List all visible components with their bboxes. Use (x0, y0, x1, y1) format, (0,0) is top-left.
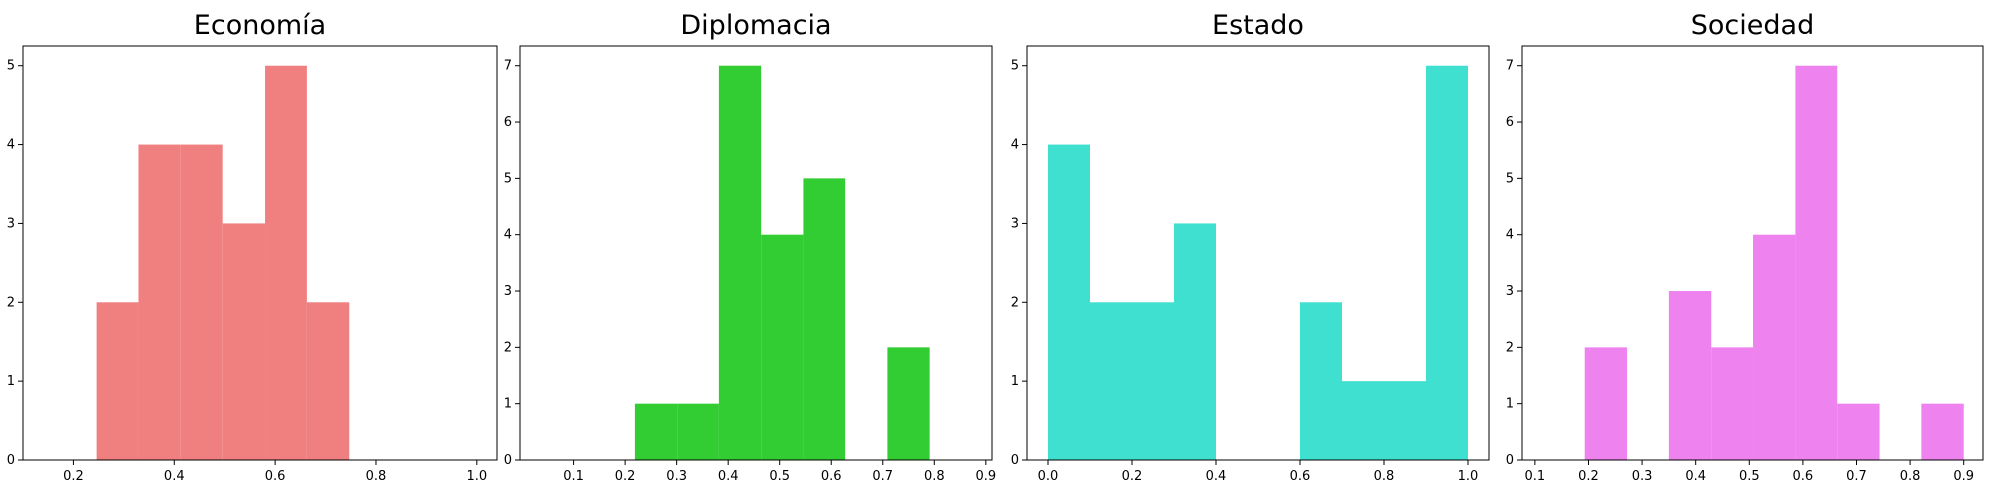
x-tick-label: 0.9 (1953, 469, 1974, 484)
y-tick-label: 4 (1011, 138, 1019, 153)
y-tick-label: 6 (1506, 115, 1514, 130)
bar (1711, 347, 1754, 460)
y-tick-label: 4 (7, 138, 15, 153)
x-tick-label: 0.2 (1122, 469, 1143, 484)
bar (634, 403, 678, 460)
x-tick-label: 0.4 (1685, 469, 1706, 484)
bar (180, 144, 223, 461)
y-tick-label: 4 (504, 228, 512, 243)
x-tick-label: 1.0 (1458, 469, 1479, 484)
x-tick-label: 0.9 (975, 469, 996, 484)
bar (96, 302, 139, 460)
bar (1384, 381, 1426, 460)
x-tick-label: 0.4 (164, 469, 185, 484)
bar (265, 65, 307, 460)
y-tick-label: 5 (1506, 171, 1514, 186)
bar (1795, 65, 1838, 460)
x-tick-label: 0.6 (265, 469, 286, 484)
y-tick-label: 5 (504, 171, 512, 186)
y-tick-label: 1 (7, 374, 15, 389)
x-tick-label: 0.6 (821, 469, 842, 484)
bar (1300, 302, 1342, 460)
y-tick-label: 3 (504, 284, 512, 299)
x-tick-label: 0.3 (1632, 469, 1653, 484)
y-tick-label: 3 (1011, 216, 1019, 231)
x-tick-label: 0.2 (63, 469, 84, 484)
y-tick-label: 7 (504, 59, 512, 74)
x-tick-label: 0.7 (872, 469, 893, 484)
bar (1837, 403, 1880, 460)
x-tick-label: 0.0 (1038, 469, 1059, 484)
panel-title: Estado (1212, 10, 1304, 41)
bar (1668, 291, 1712, 460)
y-tick-label: 2 (7, 295, 15, 310)
bar (718, 65, 762, 460)
x-tick-label: 0.6 (1290, 469, 1311, 484)
bar (222, 223, 266, 460)
y-tick-label: 0 (504, 453, 512, 468)
axes-frame (519, 45, 993, 461)
y-tick-label: 7 (1506, 59, 1514, 74)
bar (1048, 144, 1090, 461)
bar (138, 144, 181, 461)
x-tick-label: 0.1 (563, 469, 584, 484)
y-tick-label: 4 (1506, 228, 1514, 243)
axes-frame (22, 45, 498, 461)
x-tick-label: 0.8 (366, 469, 387, 484)
x-tick-label: 0.6 (1793, 469, 1814, 484)
panel-title: Economía (194, 10, 326, 41)
y-tick-label: 1 (504, 397, 512, 412)
y-tick-label: 0 (1011, 453, 1019, 468)
y-tick-label: 1 (1011, 374, 1019, 389)
x-tick-label: 0.4 (718, 469, 739, 484)
y-tick-label: 5 (1011, 59, 1019, 74)
y-tick-label: 6 (504, 115, 512, 130)
panel-title: Sociedad (1691, 10, 1814, 41)
x-tick-label: 0.5 (1739, 469, 1760, 484)
x-tick-label: 0.8 (1900, 469, 1921, 484)
x-tick-label: 0.8 (924, 469, 945, 484)
y-tick-label: 2 (1011, 295, 1019, 310)
x-tick-label: 0.3 (666, 469, 687, 484)
bar (306, 302, 350, 460)
x-tick-label: 0.5 (769, 469, 790, 484)
bar (887, 347, 930, 460)
x-tick-label: 0.7 (1846, 469, 1867, 484)
y-tick-label: 5 (7, 59, 15, 74)
x-tick-label: 0.1 (1525, 469, 1546, 484)
x-tick-label: 0.8 (1374, 469, 1395, 484)
bar (761, 234, 804, 460)
bar (677, 403, 719, 460)
axes-frame (1521, 45, 1984, 461)
panel-title: Diplomacia (680, 10, 831, 41)
y-tick-label: 3 (1506, 284, 1514, 299)
y-tick-label: 2 (1506, 340, 1514, 355)
bar (803, 178, 846, 460)
bar (1174, 223, 1216, 460)
y-tick-label: 0 (1506, 453, 1514, 468)
x-tick-label: 1.0 (466, 469, 487, 484)
y-tick-label: 2 (504, 340, 512, 355)
x-tick-label: 0.2 (615, 469, 636, 484)
bar (1132, 302, 1174, 460)
bar (1426, 65, 1468, 460)
axes-frame (1026, 45, 1490, 461)
bar (1921, 403, 1964, 460)
bar (1584, 347, 1628, 460)
y-tick-label: 3 (7, 216, 15, 231)
x-tick-label: 0.2 (1578, 469, 1599, 484)
bar (1090, 302, 1132, 460)
y-tick-label: 1 (1506, 397, 1514, 412)
bar (1753, 234, 1796, 460)
bar (1342, 381, 1384, 460)
y-tick-label: 0 (7, 453, 15, 468)
x-tick-label: 0.4 (1206, 469, 1227, 484)
